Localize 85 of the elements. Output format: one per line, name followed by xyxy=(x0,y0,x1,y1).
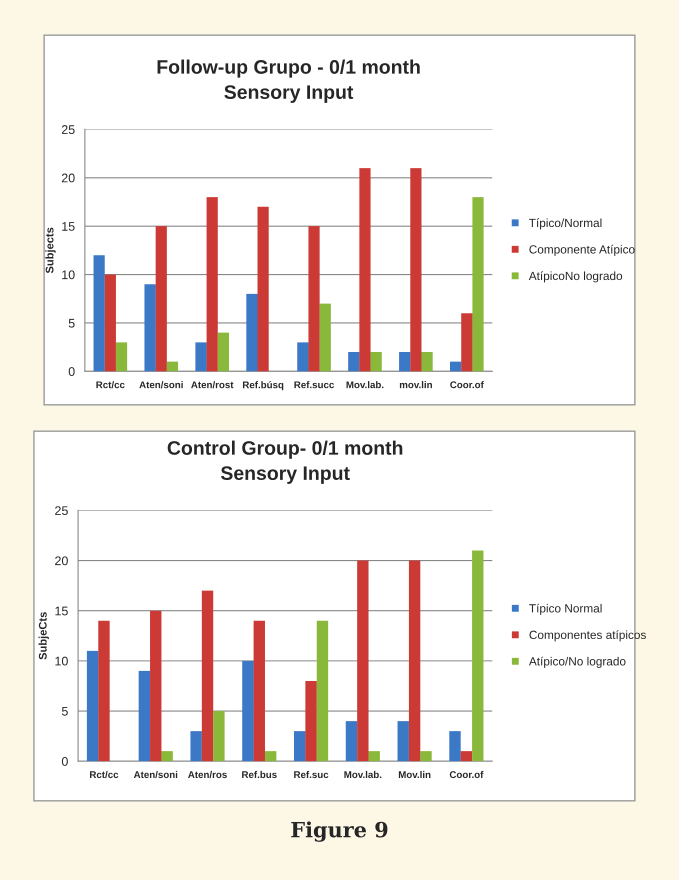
bar xyxy=(359,168,371,372)
bar xyxy=(242,660,254,762)
bar xyxy=(348,352,360,372)
bar xyxy=(98,620,110,762)
y-tick-label: 0 xyxy=(68,367,75,376)
y-tick-label: 25 xyxy=(55,506,68,516)
bar xyxy=(246,294,258,372)
bar xyxy=(104,274,116,372)
legend-label: Típico Normal xyxy=(529,604,602,615)
x-tick-label: Coor.of xyxy=(450,381,484,388)
bar xyxy=(370,352,382,372)
bar xyxy=(357,560,369,762)
y-tick-label: 15 xyxy=(62,222,75,231)
x-tick-label: Rct/cc xyxy=(96,381,125,388)
bar xyxy=(410,168,422,372)
x-tick-label: Ref.búsq xyxy=(242,381,284,390)
bar xyxy=(138,670,150,762)
y-tick-label: 0 xyxy=(62,757,68,766)
bar xyxy=(166,362,178,372)
bar xyxy=(472,550,484,762)
bar xyxy=(161,751,173,762)
y-tick-label: 15 xyxy=(55,606,68,616)
bar xyxy=(297,342,308,372)
bar xyxy=(461,313,472,372)
bar xyxy=(94,255,105,372)
y-tick-label: 20 xyxy=(62,174,75,182)
y-tick-label: 10 xyxy=(62,270,75,280)
bar xyxy=(460,751,472,762)
bar xyxy=(144,284,156,372)
bar xyxy=(213,711,225,762)
y-axis-title: SubjeCts xyxy=(38,612,49,660)
x-tick-label: Coor.of xyxy=(450,770,484,778)
bar xyxy=(421,352,433,372)
bar xyxy=(294,731,306,762)
x-tick-label: mov.lin xyxy=(400,381,432,388)
bar xyxy=(316,620,328,762)
x-tick-label: Ref.succ xyxy=(294,381,334,388)
bar xyxy=(305,680,317,762)
x-tick-label: Ref.suc xyxy=(294,770,328,778)
bar xyxy=(472,197,484,372)
bar xyxy=(116,342,128,372)
x-tick-label: Mov.lab. xyxy=(346,381,384,388)
bar xyxy=(398,721,409,762)
bar xyxy=(86,650,98,762)
bar xyxy=(150,610,162,762)
y-axis-title: Subjects xyxy=(45,228,56,274)
bar xyxy=(346,721,358,762)
y-tick-label: 5 xyxy=(68,318,75,328)
x-tick-label: Mov.lin xyxy=(398,770,430,778)
bar xyxy=(156,226,167,372)
bar xyxy=(195,342,207,372)
x-tick-label: Aten/soni xyxy=(134,770,178,778)
bar xyxy=(190,731,202,762)
chart-title: Follow-up Grupo - 0/1 month Sensory Input xyxy=(158,60,420,103)
caption: Figure 9 xyxy=(291,821,388,842)
x-tick-label: Ref.bus xyxy=(242,770,277,778)
y-tick-label: 10 xyxy=(55,656,68,666)
legend-label: Componentes atípicos xyxy=(529,630,646,642)
bar xyxy=(399,352,410,372)
bar xyxy=(408,560,420,762)
x-tick-label: Aten/ros xyxy=(188,770,227,778)
bar xyxy=(368,751,380,762)
legend-label: AtípicoNo logrado xyxy=(528,271,622,282)
x-tick-label: Rct/cc xyxy=(90,770,118,778)
legend-label: Componente Atípico xyxy=(529,244,635,256)
x-tick-label: Mov.lab. xyxy=(344,770,382,778)
bar xyxy=(254,620,265,762)
bar xyxy=(449,731,461,762)
bar xyxy=(206,197,218,372)
bar xyxy=(450,362,462,372)
y-tick-label: 5 xyxy=(62,706,68,716)
y-tick-label: 20 xyxy=(55,556,68,566)
legend-label: Atípico/No logrado xyxy=(528,656,626,668)
bar xyxy=(258,206,269,372)
chart-title: Control Group- 0/1 month Sensory Input xyxy=(168,440,402,484)
bar xyxy=(308,226,320,372)
legend-label: Típico/Normal xyxy=(529,218,602,230)
x-tick-label: Aten/rost xyxy=(191,381,234,388)
x-tick-label: Aten/soni xyxy=(139,381,183,388)
y-tick-label: 25 xyxy=(62,125,75,134)
bar xyxy=(202,590,214,762)
bar xyxy=(320,304,331,372)
bar xyxy=(264,751,276,762)
bar xyxy=(218,332,229,372)
bar xyxy=(420,751,432,762)
